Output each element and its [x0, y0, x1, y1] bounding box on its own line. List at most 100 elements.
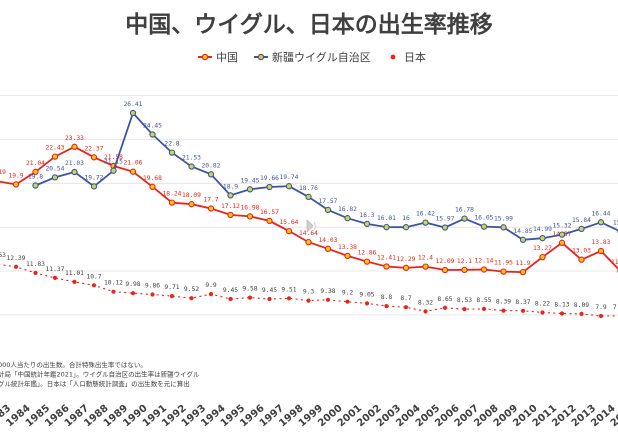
data-label: 20.54 [46, 165, 65, 172]
data-point [423, 309, 428, 314]
legend-swatch-marker [257, 53, 265, 61]
data-point [207, 205, 215, 212]
data-label: 9.71 [164, 284, 179, 291]
data-label: 16 [402, 215, 410, 222]
data-label: 15.64 [280, 219, 299, 226]
data-point [286, 296, 292, 301]
data-point [246, 213, 254, 220]
data-label: 16.44 [592, 210, 611, 217]
data-label: 19.66 [260, 175, 279, 182]
data-point [441, 266, 449, 274]
data-point [324, 245, 332, 252]
data-label: 22.43 [46, 145, 65, 152]
source-notes: 000人当たりの出生数。合計特殊出生率ではない。計局「中国統計年鑑2021」。ウ… [0, 360, 200, 388]
data-point [149, 131, 156, 138]
data-label: 19.8 [28, 174, 43, 181]
data-label: 8.65 [437, 296, 452, 303]
note-line: グル統計年鑑」。日本は「人口動態統計調査」の出生数を元に算出 [0, 379, 190, 388]
data-point [500, 268, 507, 275]
data-point [227, 211, 234, 219]
data-point [597, 247, 605, 255]
data-label: 11.99 [611, 259, 618, 266]
data-label: 22.8 [164, 141, 179, 148]
data-point [111, 289, 116, 294]
series-line [0, 145, 618, 274]
data-point [285, 227, 293, 235]
data-point [72, 279, 77, 284]
data-label: 16.05 [475, 215, 494, 222]
data-label: 9.51 [281, 286, 296, 293]
data-point [32, 168, 39, 176]
data-label: 15.32 [553, 223, 572, 230]
data-label: 20.82 [202, 162, 221, 169]
data-label: 21.58 [104, 154, 123, 161]
data-point [90, 183, 98, 190]
data-point [462, 307, 467, 312]
data-point [51, 174, 59, 181]
series-1: 19.820.5421.0319.7221.1526.4124.4522.821… [28, 101, 618, 243]
legend-item-1: 新疆ウイグル自治区 [254, 50, 371, 64]
data-label: 24.45 [143, 123, 162, 130]
data-point [383, 223, 390, 231]
data-point [285, 183, 293, 190]
data-label: 19.9 [8, 172, 23, 179]
data-point [480, 223, 488, 230]
note-line: 000人当たりの出生数。合計特殊出生率ではない。 [0, 360, 147, 369]
data-label: 9.2 [342, 290, 354, 297]
data-label: 8.39 [496, 299, 511, 306]
data-label: 16.78 [455, 207, 474, 214]
data-point [306, 298, 311, 303]
data-point [598, 313, 604, 319]
data-label: 18.09 [182, 192, 201, 199]
data-label: 21.53 [182, 155, 201, 162]
data-label: 9.86 [145, 283, 160, 290]
data-point [364, 301, 370, 306]
data-label: 16.98 [241, 204, 260, 211]
data-label: 11.9 [515, 260, 530, 267]
chart-legend: 中国 新疆ウイグル自治区 日本 [198, 50, 426, 64]
data-point [305, 193, 312, 201]
data-label: 12.86 [358, 250, 377, 257]
data-point [383, 263, 390, 270]
data-label: 8.37 [515, 299, 530, 306]
data-label: 17.57 [319, 198, 338, 205]
legend-item-2: 日本 [390, 50, 426, 64]
data-point [363, 258, 371, 265]
data-point [266, 217, 273, 225]
data-label: 18.76 [299, 185, 318, 192]
data-label: 14.03 [319, 237, 338, 244]
data-point [422, 263, 429, 270]
data-point [266, 183, 273, 191]
legend-swatch-marker [201, 53, 209, 61]
data-point [501, 308, 506, 313]
data-label: 16.82 [338, 206, 357, 213]
data-point [71, 168, 78, 176]
data-point [402, 264, 410, 272]
data-point [558, 231, 566, 238]
data-label: 11.95 [494, 260, 513, 267]
data-point [168, 149, 176, 156]
data-point [130, 291, 136, 296]
data-point [519, 268, 527, 276]
legend-label: 新疆ウイグル自治区 [272, 50, 371, 64]
data-point [539, 253, 546, 261]
data-label: 17.12 [221, 203, 240, 210]
data-point [578, 225, 585, 233]
data-point [227, 192, 234, 199]
data-label: 21.06 [124, 160, 143, 167]
data-point [480, 266, 488, 273]
data-point [344, 215, 351, 222]
data-label: 26.41 [124, 101, 143, 108]
data-point [247, 295, 253, 300]
data-point [384, 304, 389, 309]
data-label: 9.05 [359, 291, 374, 298]
data-label: 14.85 [514, 228, 533, 235]
data-point [344, 252, 351, 260]
data-label: 19.45 [241, 177, 260, 184]
data-label: 13.03 [572, 248, 591, 255]
data-label: 18.24 [163, 191, 182, 198]
series-line [35, 111, 618, 241]
data-point [71, 143, 78, 150]
data-label: 8.32 [418, 299, 433, 306]
data-label: 21.04 [26, 160, 45, 167]
